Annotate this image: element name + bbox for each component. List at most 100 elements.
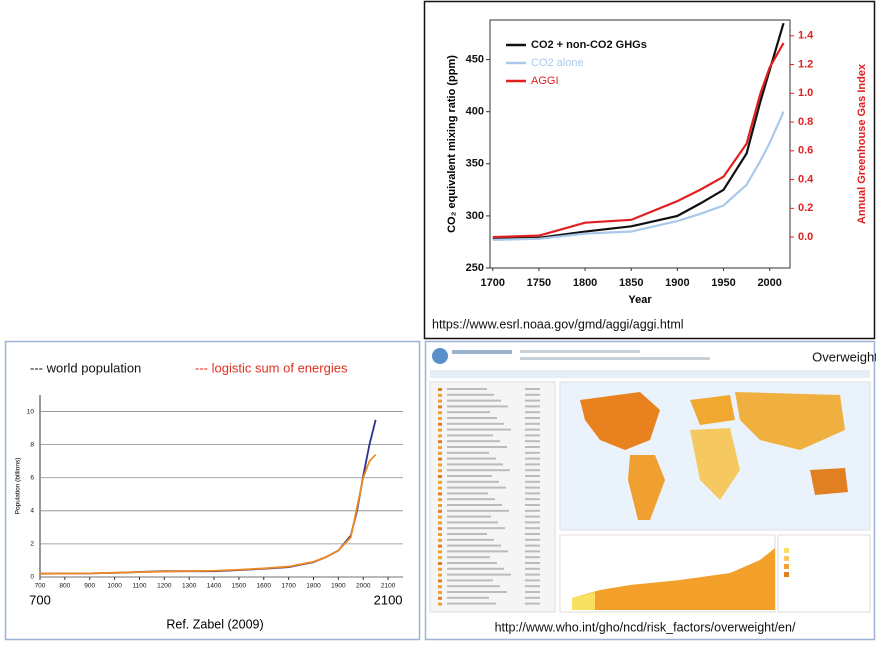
list-row	[447, 481, 499, 483]
list-row	[447, 533, 487, 535]
reference-note: Ref. Zabel (2009)	[166, 617, 263, 631]
page: {"chart_data": [ {"type": "line", "x_lab…	[0, 0, 876, 645]
y-tick-label: 4	[30, 508, 34, 515]
y-tick-label: 0	[30, 574, 34, 581]
source-url: http://www.who.int/gho/ncd/risk_factors/…	[495, 620, 796, 634]
list-row	[447, 487, 506, 489]
series-line	[493, 112, 784, 240]
list-row	[438, 452, 442, 455]
list-row	[525, 521, 540, 523]
list-row	[438, 527, 442, 530]
list-row	[438, 533, 442, 536]
list-row	[438, 579, 442, 582]
y-tick-label: 250	[466, 262, 484, 274]
header-text	[452, 350, 512, 354]
legend-label: CO2 + non-CO2 GHGs	[531, 39, 647, 51]
list-row	[447, 545, 501, 547]
list-row	[438, 394, 442, 397]
x-tick-label: 1750	[527, 277, 551, 289]
list-row	[447, 498, 495, 500]
source-url: https://www.esrl.noaa.gov/gmd/aggi/aggi.…	[432, 317, 684, 331]
list-row	[525, 434, 540, 436]
y2-tick-label: 0.4	[798, 173, 814, 185]
list-row	[525, 481, 540, 483]
list-row	[438, 440, 442, 443]
list-row	[447, 591, 507, 593]
legend-swatch	[784, 572, 789, 577]
list-row	[438, 411, 442, 414]
list-row	[525, 574, 540, 576]
legend-label: CO2 alone	[531, 57, 584, 69]
x-tick-label: 1950	[711, 277, 735, 289]
list-row	[525, 556, 540, 558]
list-row	[438, 603, 442, 606]
list-row	[447, 394, 494, 396]
list-row	[438, 492, 442, 495]
list-row	[525, 487, 540, 489]
list-row	[447, 556, 490, 558]
list-row	[447, 579, 493, 581]
list-row	[525, 550, 540, 552]
list-row	[525, 562, 540, 564]
series-line	[493, 43, 784, 237]
list-row	[447, 539, 494, 541]
y2-tick-label: 0.6	[798, 145, 813, 157]
list-row	[525, 446, 540, 448]
y2-tick-label: 1.4	[798, 30, 814, 42]
figure: Overweight http://www.who.int/gho/ncd/ri…	[0, 0, 876, 645]
list-row	[447, 434, 493, 436]
list-row	[525, 597, 540, 599]
list-row	[438, 550, 442, 553]
list-row	[447, 423, 504, 425]
list-row	[525, 475, 540, 477]
list-row	[447, 568, 504, 570]
x-tick-label: 800	[59, 583, 70, 590]
list-row	[525, 539, 540, 541]
who-screenshot: Overweight http://www.who.int/gho/ncd/ri…	[430, 348, 876, 634]
y2-tick-label: 0.2	[798, 202, 813, 214]
list-row	[447, 417, 497, 419]
x-tick-label: 2000	[356, 583, 371, 590]
y-tick-label: 350	[466, 158, 484, 170]
y2-tick-label: 0.0	[798, 231, 813, 243]
list-row	[438, 585, 442, 588]
list-row	[525, 429, 540, 431]
list-row	[447, 527, 505, 529]
legend-swatch	[784, 564, 789, 569]
x-tick-label: 700	[35, 583, 46, 590]
x-axis-label: Year	[628, 294, 652, 306]
list-row	[447, 475, 492, 477]
list-row	[438, 405, 442, 408]
list-row	[447, 469, 510, 471]
list-row	[438, 504, 442, 507]
y-tick-label: 8	[30, 441, 34, 448]
y2-tick-label: 1.0	[798, 87, 813, 99]
list-row	[525, 417, 540, 419]
x-tick-label: 2000	[757, 277, 781, 289]
list-row	[525, 388, 540, 390]
list-row	[525, 400, 540, 402]
list-row	[525, 533, 540, 535]
y2-tick-label: 1.2	[798, 58, 813, 70]
list-row	[438, 446, 442, 449]
list-row	[447, 603, 496, 605]
x-tick-label: 1800	[573, 277, 597, 289]
x-tick-label: 2100	[381, 583, 396, 590]
list-row	[447, 504, 502, 506]
list-row	[438, 423, 442, 426]
list-row	[525, 591, 540, 593]
series-line	[40, 455, 376, 574]
x-tick-label: 1400	[207, 583, 222, 590]
y2-axis-label: Annual Greenhouse Gas Index	[856, 63, 868, 224]
list-row	[447, 446, 507, 448]
header-text	[520, 357, 710, 360]
list-row	[438, 545, 442, 548]
list-row	[525, 463, 540, 465]
series-line	[40, 420, 376, 574]
list-row	[438, 429, 442, 432]
x-tick-label: 1100	[132, 583, 146, 590]
list-row	[525, 411, 540, 413]
list-row	[525, 498, 540, 500]
list-row	[438, 574, 442, 577]
series-line	[493, 23, 784, 239]
